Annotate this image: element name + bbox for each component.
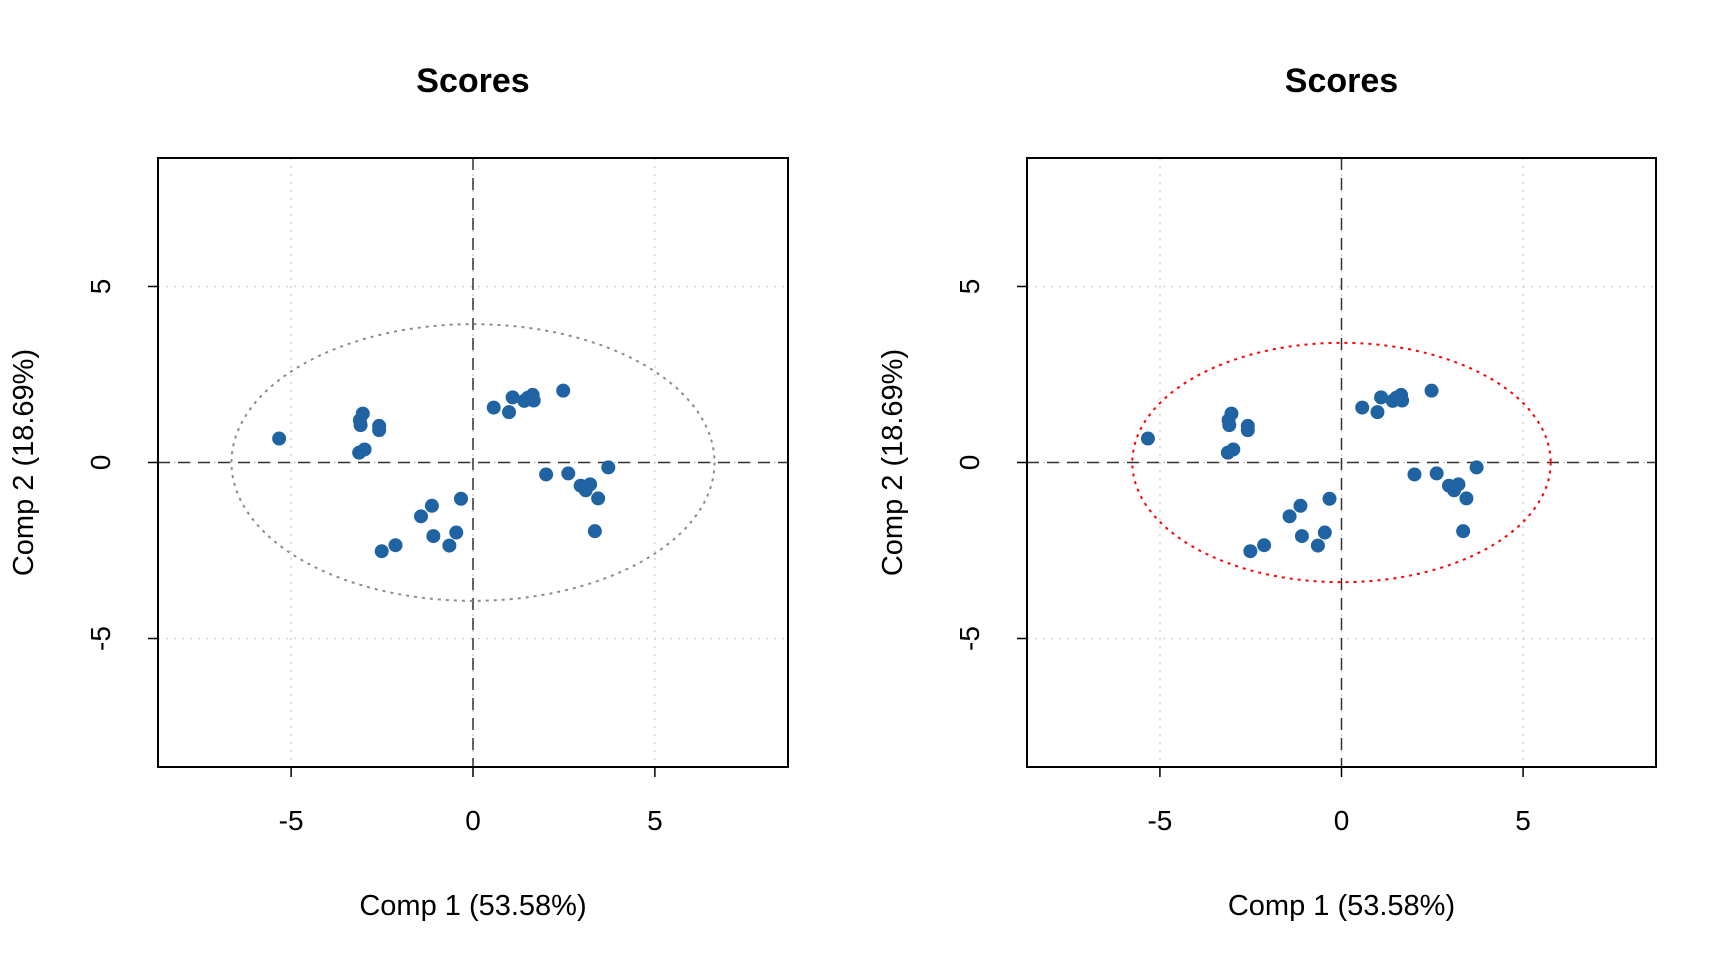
x-tick-label: 0: [1334, 805, 1350, 836]
score-point: [388, 538, 403, 553]
score-point: [453, 491, 468, 506]
score-point: [486, 400, 501, 415]
y-tick-label: 5: [85, 279, 116, 295]
score-point: [374, 544, 389, 559]
score-point: [442, 538, 457, 553]
score-point: [353, 418, 368, 433]
score-point: [1317, 525, 1332, 540]
score-point: [1220, 445, 1235, 460]
score-point: [505, 390, 520, 405]
score-point: [1370, 405, 1385, 420]
x-axis-label: Comp 1 (53.58%): [359, 890, 586, 922]
score-point: [601, 460, 616, 475]
score-point: [1374, 390, 1389, 405]
score-point: [352, 445, 367, 460]
score-point: [1451, 477, 1466, 492]
score-point: [587, 524, 602, 539]
score-point: [561, 466, 576, 481]
score-point: [502, 405, 517, 420]
score-point: [1429, 466, 1444, 481]
score-point: [413, 509, 428, 524]
score-point: [526, 393, 541, 408]
score-point: [539, 467, 554, 482]
y-axis-label: Comp 2 (18.69%): [877, 349, 909, 576]
score-point: [1322, 491, 1337, 506]
confidence-ellipse: [1131, 341, 1552, 584]
x-tick-label: 5: [647, 805, 663, 836]
score-point: [1407, 467, 1422, 482]
score-point: [1293, 498, 1308, 513]
plot-title: Scores: [1285, 62, 1398, 100]
x-tick-label: -5: [1147, 805, 1172, 836]
score-point: [591, 491, 606, 506]
score-point: [1222, 418, 1237, 433]
scores-plot-2: Scores -5 0 5 -5 0 5 Comp 1 (53.58%) Comp 2 (18.…: [877, 62, 1657, 922]
y-tick-label: 5: [954, 279, 985, 295]
x-tick-label: -5: [279, 805, 304, 836]
score-point: [1355, 400, 1370, 415]
score-point: [1140, 431, 1155, 446]
score-point: [1456, 524, 1471, 539]
x-axis-label: Comp 1 (53.58%): [1228, 890, 1455, 922]
scores-plot-1: Scores -5 0 5 -5 0 5 Comp 1 (53.58%) Comp 2 (18.…: [8, 62, 789, 922]
score-point: [1243, 544, 1258, 559]
y-tick-label: 0: [85, 455, 116, 471]
x-tick-label: 5: [1515, 805, 1531, 836]
y-axis-label: Comp 2 (18.69%): [8, 349, 40, 576]
score-point: [556, 383, 571, 398]
score-point: [1257, 538, 1272, 553]
score-point: [1459, 491, 1474, 506]
score-point: [1469, 460, 1484, 475]
x-tick-label: 0: [465, 805, 481, 836]
score-point: [1424, 383, 1439, 398]
confidence-ellipse: [230, 323, 716, 602]
score-point: [1282, 509, 1297, 524]
score-point: [1240, 423, 1255, 438]
score-point: [449, 525, 464, 540]
score-point: [583, 477, 598, 492]
y-tick-label: 0: [954, 455, 985, 471]
score-point: [272, 431, 287, 446]
plot-title: Scores: [416, 62, 529, 100]
score-point: [424, 498, 439, 513]
y-tick-label: -5: [85, 626, 116, 651]
y-tick-label: -5: [954, 626, 985, 651]
score-point: [1310, 538, 1325, 553]
score-point: [1395, 393, 1410, 408]
score-point: [1294, 529, 1309, 544]
score-point: [426, 529, 441, 544]
score-point: [372, 423, 387, 438]
